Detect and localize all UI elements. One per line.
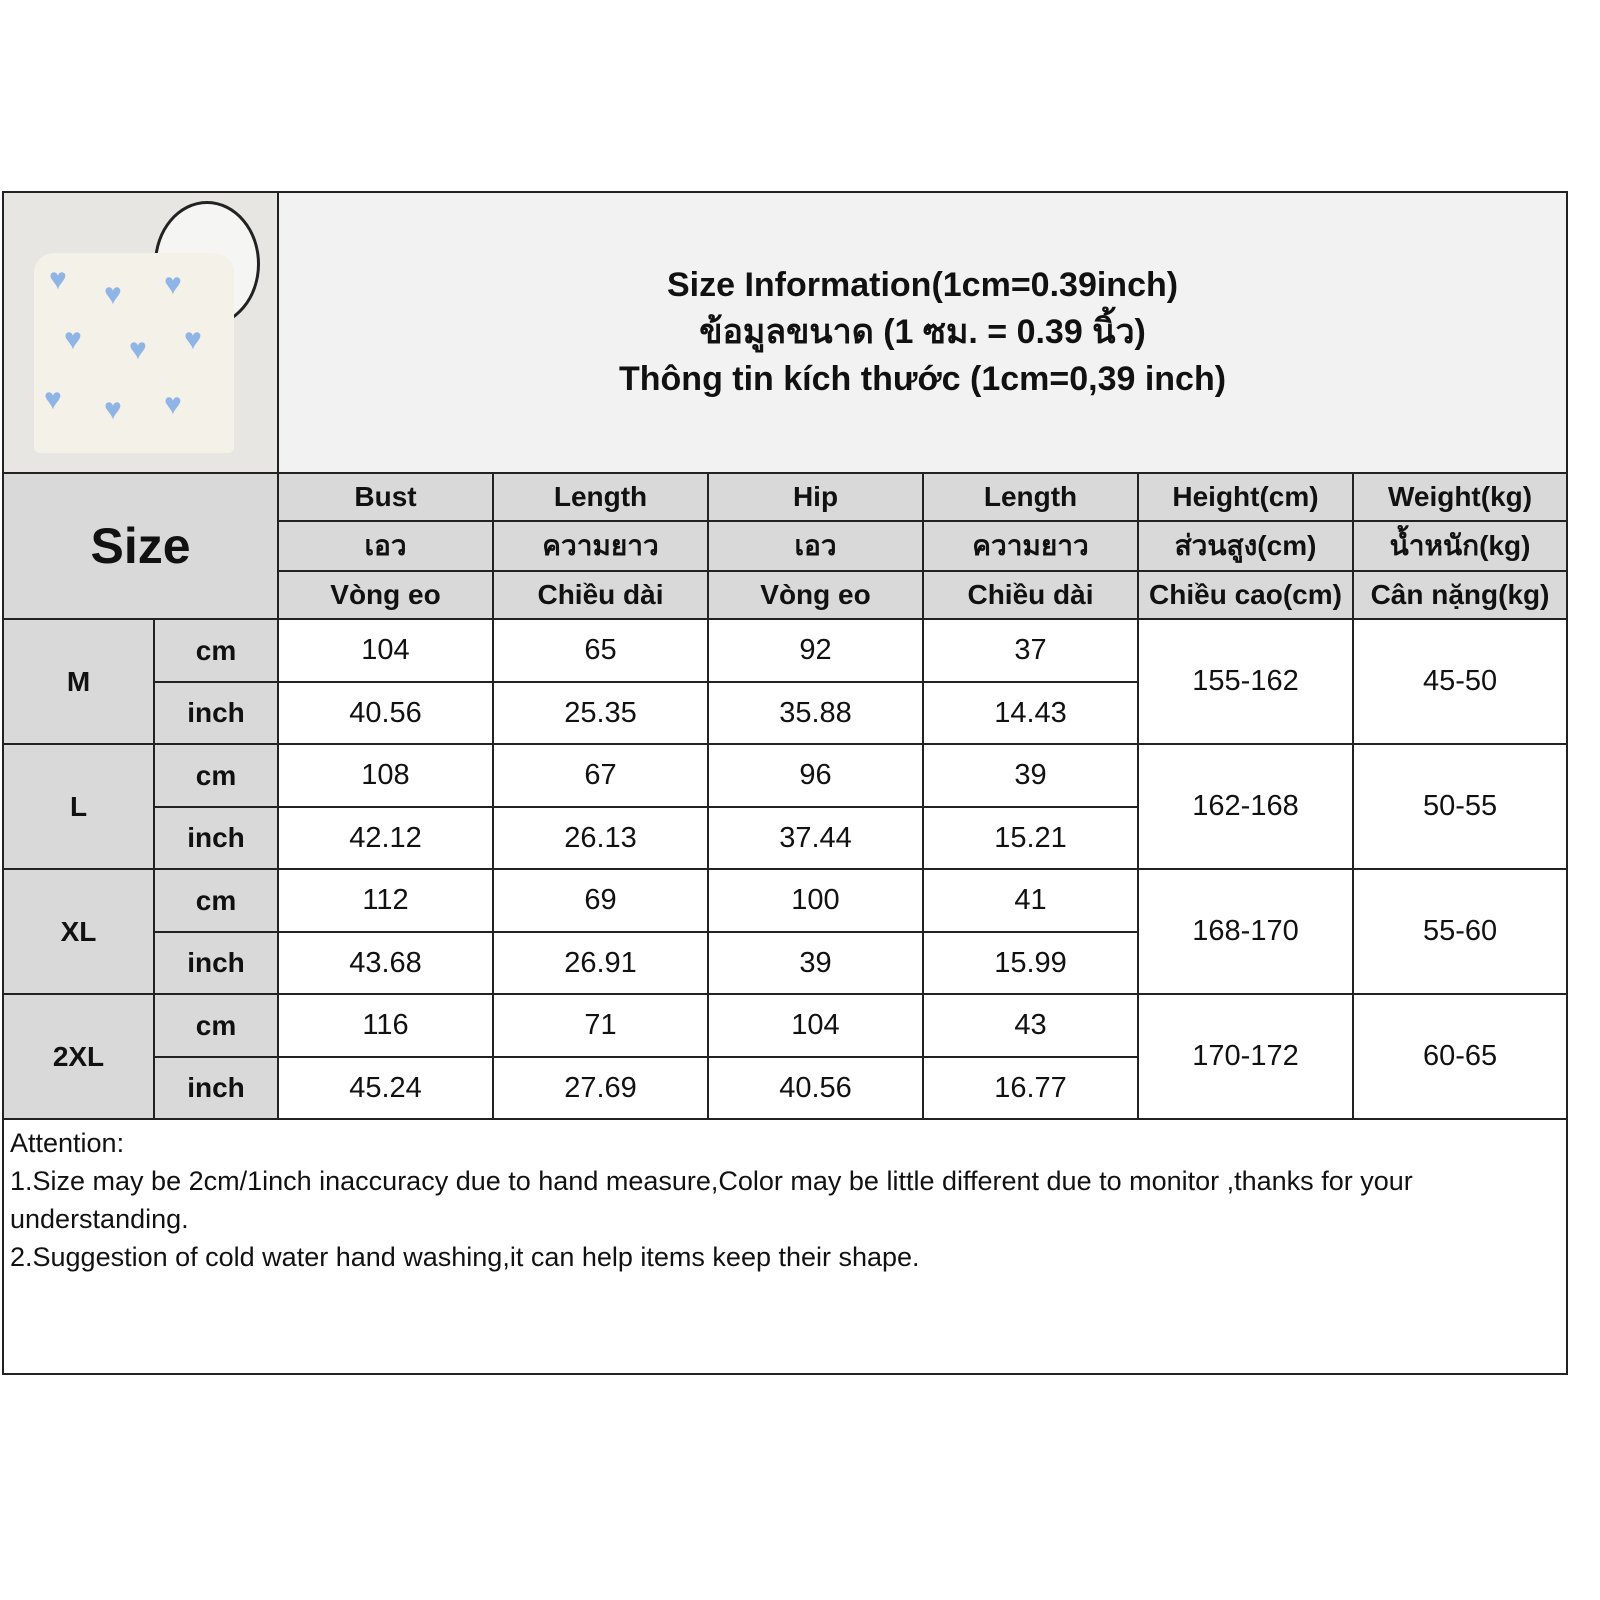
- measurement-cell: 43: [922, 993, 1139, 1058]
- notes-heading: Attention:: [10, 1128, 125, 1158]
- measurement-cell: 100: [707, 868, 924, 933]
- column-header-en: Length: [492, 472, 709, 522]
- table-row: 2XL cm 116 71 104 43 170-172 60-65: [2, 993, 1569, 1120]
- column-header-th: เอว: [277, 520, 494, 572]
- note-item: 1.Size may be 2cm/1inch inaccuracy due t…: [10, 1166, 1413, 1234]
- size-name: L: [2, 743, 155, 870]
- measurement-cell: 35.88: [707, 681, 924, 745]
- column-header-vi: Chiều dài: [492, 570, 709, 620]
- column-header-th: เอว: [707, 520, 924, 572]
- unit-label: inch: [153, 1056, 279, 1120]
- measurement-cell: 69: [492, 868, 709, 933]
- column-header-th: ความยาว: [922, 520, 1139, 572]
- height-range-cell: 155-162: [1137, 618, 1354, 745]
- unit-label: inch: [153, 806, 279, 870]
- measurement-cell: 15.99: [922, 931, 1139, 995]
- height-range-cell: 170-172: [1137, 993, 1354, 1120]
- size-chart-table: ♥ ♥ ♥ ♥ ♥ ♥ ♥ ♥ ♥ Size Information(1cm=0.39i…: [1, 191, 1569, 1375]
- weight-range-cell: 60-65: [1351, 993, 1569, 1120]
- measurement-cell: 26.91: [492, 931, 709, 995]
- column-header-vi: Chiều dài: [922, 570, 1139, 620]
- unit-label: inch: [153, 931, 279, 995]
- size-name: XL: [2, 868, 155, 995]
- measurement-cell: 26.13: [492, 806, 709, 870]
- measurement-cell: 104: [277, 618, 494, 683]
- column-header-vi: Vòng eo: [707, 570, 924, 620]
- measurement-cell: 25.35: [492, 681, 709, 745]
- measurement-cell: 15.21: [922, 806, 1139, 870]
- weight-range-cell: 50-55: [1351, 743, 1569, 870]
- size-name: 2XL: [2, 993, 155, 1120]
- measurement-cell: 39: [922, 743, 1139, 808]
- measurement-cell: 92: [707, 618, 924, 683]
- measurement-cell: 96: [707, 743, 924, 808]
- measurement-cell: 108: [277, 743, 494, 808]
- measurement-cell: 40.56: [707, 1056, 924, 1120]
- column-header-en: Bust: [277, 472, 494, 522]
- measurement-cell: 41: [922, 868, 1139, 933]
- unit-label: cm: [153, 618, 279, 683]
- attention-notes: Attention: 1.Size may be 2cm/1inch inaccu…: [1, 1118, 1569, 1375]
- unit-label: cm: [153, 868, 279, 933]
- measurement-cell: 37: [922, 618, 1139, 683]
- size-header: Size: [2, 472, 279, 620]
- unit-label: cm: [153, 993, 279, 1058]
- measurement-cell: 67: [492, 743, 709, 808]
- size-name: M: [2, 618, 155, 745]
- measurement-cell: 116: [277, 993, 494, 1058]
- measurement-cell: 112: [277, 868, 494, 933]
- measurement-cell: 37.44: [707, 806, 924, 870]
- note-item: 2.Suggestion of cold water hand washing,…: [10, 1242, 920, 1272]
- column-header-vi: Vòng eo: [277, 570, 494, 620]
- measurement-cell: 27.69: [492, 1056, 709, 1120]
- measurement-cell: 14.43: [922, 681, 1139, 745]
- column-header-th: ความยาว: [492, 520, 709, 572]
- table-row: inch 45.24 27.69 40.56 16.77: [3, 1056, 1567, 1120]
- measurement-cell: 16.77: [922, 1056, 1139, 1120]
- weight-range-cell: 45-50: [1351, 618, 1569, 745]
- measurement-cell: 42.12: [277, 806, 494, 870]
- measurement-cell: 45.24: [277, 1056, 494, 1120]
- table-row: inch 43.68 26.91 39 15.99: [3, 931, 1567, 995]
- weight-range-cell: 55-60: [1351, 868, 1569, 995]
- chart-title: Size Information(1cm=0.39inch) ข้อมูลขนา…: [276, 191, 1569, 474]
- measurement-cell: 71: [492, 993, 709, 1058]
- column-header-vi: Cân nặng(kg): [1351, 570, 1569, 620]
- unit-label: inch: [153, 681, 279, 745]
- unit-label: cm: [153, 743, 279, 808]
- table-row: inch 40.56 25.35 35.88 14.43: [3, 681, 1567, 745]
- title-vietnamese: Thông tin kích thước (1cm=0,39 inch): [619, 360, 1227, 398]
- measurement-cell: 65: [492, 618, 709, 683]
- measurement-cell: 43.68: [277, 931, 494, 995]
- table-row: XL cm 112 69 100 41 168-170 55-60: [2, 868, 1569, 995]
- column-header-en: Length: [922, 472, 1139, 522]
- column-header-en: Weight(kg): [1351, 472, 1569, 522]
- height-range-cell: 162-168: [1137, 743, 1354, 870]
- title-english: Size Information(1cm=0.39inch): [666, 266, 1179, 304]
- product-photo: ♥ ♥ ♥ ♥ ♥ ♥ ♥ ♥ ♥: [2, 191, 279, 474]
- measurement-cell: 39: [707, 931, 924, 995]
- title-thai: ข้อมูลขนาด (1 ซม. = 0.39 นิ้ว): [699, 313, 1146, 351]
- height-range-cell: 168-170: [1137, 868, 1354, 995]
- column-header-vi: Chiều cao(cm): [1137, 570, 1354, 620]
- column-header-th: ส่วนสูง(cm): [1137, 520, 1354, 572]
- column-header-en: Height(cm): [1137, 472, 1354, 522]
- column-header-th: น้ำหนัก(kg): [1351, 520, 1569, 572]
- table-row: inch 42.12 26.13 37.44 15.21: [3, 806, 1567, 870]
- measurement-cell: 104: [707, 993, 924, 1058]
- column-header-en: Hip: [707, 472, 924, 522]
- measurement-cell: 40.56: [277, 681, 494, 745]
- shirt-image: ♥ ♥ ♥ ♥ ♥ ♥ ♥ ♥ ♥: [34, 253, 234, 453]
